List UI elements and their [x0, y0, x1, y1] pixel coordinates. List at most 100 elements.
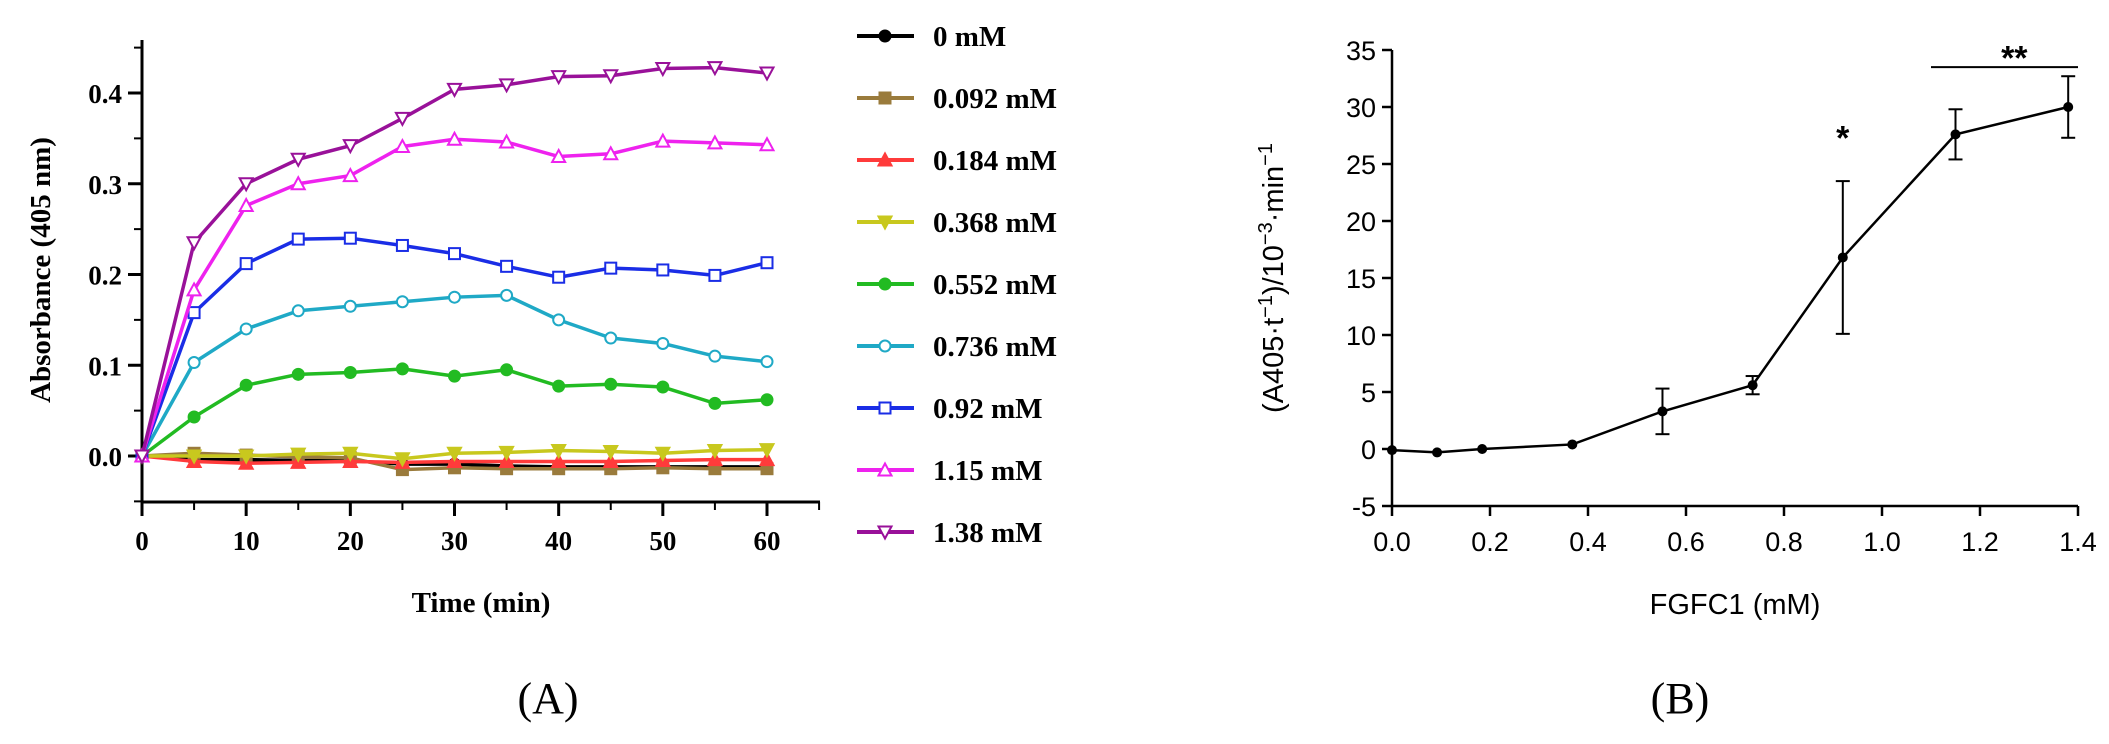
data-point — [758, 136, 776, 152]
data-point — [2063, 102, 2074, 112]
data-point — [1950, 129, 1961, 140]
data-point — [708, 396, 722, 410]
data-point — [237, 449, 255, 465]
data-point — [552, 379, 566, 393]
legend-marker — [876, 151, 894, 167]
legend-marker — [878, 91, 892, 105]
data-point — [239, 322, 253, 336]
y-tick-label: 0.2 — [88, 261, 122, 291]
data-point — [758, 66, 776, 82]
legend-marker — [876, 215, 894, 231]
x-tick-label: 60 — [754, 526, 781, 556]
y-axis-title: (A405·t−1)/10−3·min−1 — [1255, 143, 1290, 413]
legend-marker — [876, 525, 894, 541]
data-point — [1567, 439, 1578, 450]
x-tick-label: 0.0 — [1373, 527, 1411, 557]
data-point — [1387, 445, 1397, 456]
data-point — [342, 166, 359, 183]
y-tick-label: 35 — [1346, 36, 1376, 66]
data-point — [1837, 252, 1848, 263]
data-point — [448, 290, 461, 304]
data-point — [760, 355, 774, 369]
data-point — [1477, 444, 1488, 454]
data-point — [498, 445, 515, 461]
legend-item: 0 mM — [857, 21, 1006, 53]
legend-label: 0.736 mM — [933, 331, 1057, 363]
x-tick-label: 10 — [233, 526, 260, 556]
data-point — [552, 270, 566, 284]
data-point — [343, 231, 357, 245]
data-point — [760, 256, 774, 270]
data-point — [550, 70, 567, 86]
data-point — [656, 380, 670, 394]
x-tick-label: 20 — [337, 526, 364, 556]
data-point — [550, 147, 567, 164]
y-tick-label: 0.1 — [88, 351, 122, 381]
x-tick-label: 0.8 — [1765, 527, 1803, 557]
data-point — [498, 133, 515, 149]
legend-label: 0 mM — [933, 21, 1006, 53]
data-point — [394, 137, 411, 154]
chart-a-absorbance-vs-time: 0.0 0.1 0.2 0.3 0.4 0 10 20 30 40 50 60 Time (min) Ab… — [25, 40, 821, 619]
data-point — [708, 268, 722, 282]
data-point — [446, 82, 463, 98]
x-tick-label: 1.0 — [1863, 527, 1901, 557]
data-point — [654, 132, 672, 148]
data-point — [343, 366, 357, 380]
data-point — [395, 295, 409, 309]
data-point — [604, 331, 618, 345]
legend-marker — [878, 277, 892, 291]
series-line — [1391, 105, 2069, 454]
data-point — [291, 304, 305, 318]
y-tick-label: 30 — [1346, 93, 1376, 123]
data-point — [446, 130, 463, 146]
data-point — [239, 378, 253, 392]
significance-marker: * — [1836, 120, 1850, 158]
y-tick-label: 0.4 — [88, 79, 122, 109]
data-point — [187, 306, 201, 320]
data-point — [656, 336, 670, 350]
data-point — [187, 356, 201, 370]
data-point — [552, 313, 566, 327]
y-tick-label: 25 — [1346, 150, 1376, 180]
data-point — [602, 444, 619, 461]
series-rate — [1387, 75, 2076, 458]
data-point — [1657, 406, 1668, 417]
legend-label: 0.184 mM — [933, 145, 1057, 177]
significance-marker: ** — [2001, 40, 2028, 78]
legend-item: 1.38 mM — [857, 517, 1043, 549]
data-point — [1747, 380, 1758, 391]
data-point — [604, 261, 618, 275]
data-point — [602, 69, 619, 85]
x-tick-label: 1.2 — [1961, 527, 1999, 557]
legend-item: 1.15 mM — [857, 455, 1043, 487]
legend-label: 0.368 mM — [933, 207, 1057, 239]
x-tick-label: 0.2 — [1471, 527, 1509, 557]
data-point — [133, 449, 151, 465]
data-point — [239, 257, 253, 271]
legend-marker — [876, 461, 894, 477]
data-point — [343, 299, 357, 313]
data-point — [760, 393, 774, 407]
legend-label: 0.092 mM — [933, 83, 1057, 115]
data-point — [500, 288, 514, 302]
data-point — [394, 111, 411, 128]
y-tick-label: 0 — [1361, 435, 1376, 465]
data-point — [394, 452, 411, 468]
data-point — [342, 446, 359, 462]
data-point — [500, 259, 514, 273]
data-point — [448, 369, 461, 383]
data-point — [706, 134, 724, 150]
data-point — [395, 238, 409, 252]
data-point — [185, 449, 203, 465]
data-point — [290, 152, 307, 168]
x-tick-label: 40 — [545, 526, 572, 556]
y-tick-label: 0.0 — [88, 442, 122, 472]
data-point — [185, 236, 203, 252]
x-tick-label: 30 — [441, 526, 468, 556]
data-point — [290, 447, 307, 463]
series-0_92-mM — [135, 231, 774, 463]
x-axis-title: FGFC1 (mM) — [1650, 589, 1821, 621]
data-point — [237, 196, 255, 213]
